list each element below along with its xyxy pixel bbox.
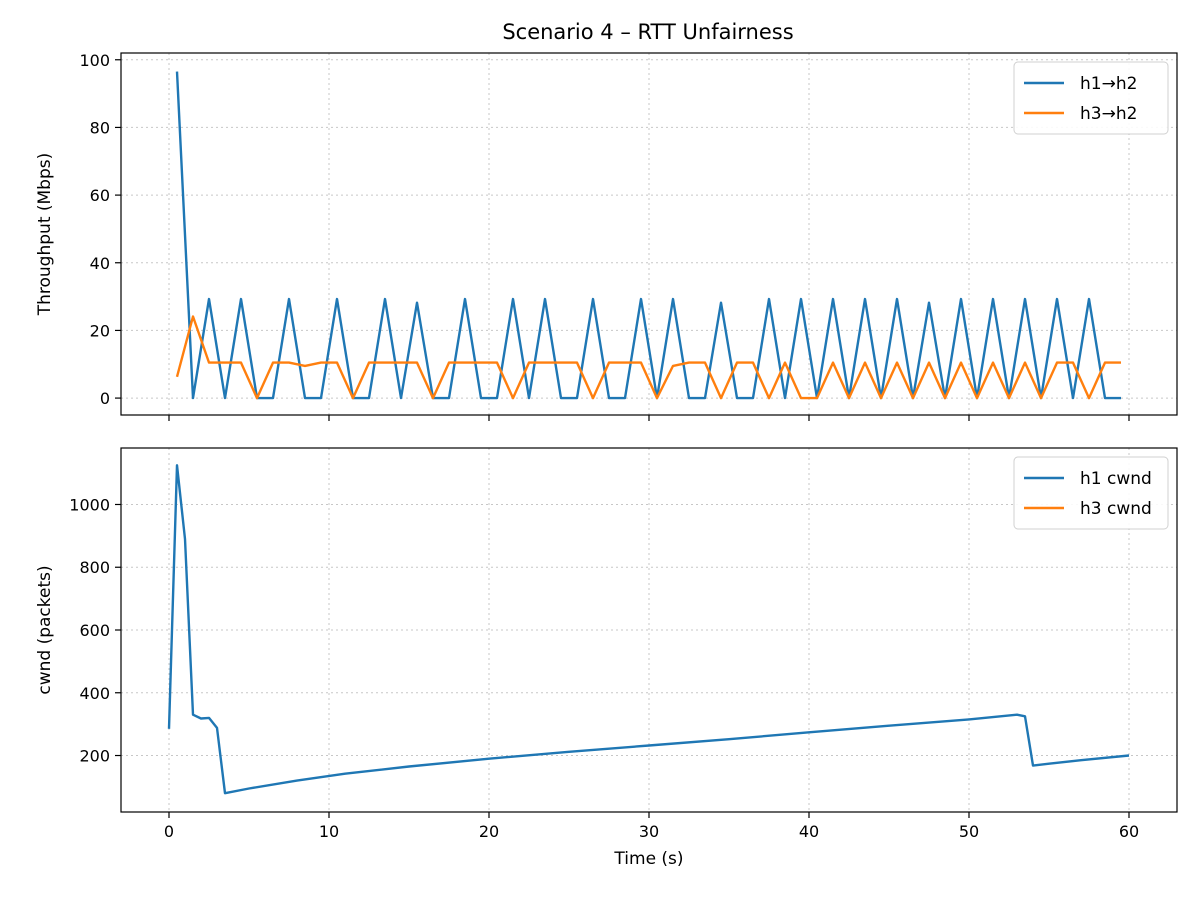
legend-label-1: h3→h2 (1080, 104, 1137, 124)
legend-box (1013, 61, 1169, 135)
y-axis-label: Throughput (Mbps) (35, 153, 55, 317)
y-tick-label-3: 60 (90, 186, 110, 205)
y-tick-label-4: 80 (90, 118, 110, 137)
x-tick-label-1: 10 (319, 822, 339, 841)
y-tick-label-0: 200 (79, 747, 110, 766)
y-tick-label-5: 100 (79, 51, 110, 70)
legend-label-1: h3 cwnd (1080, 499, 1152, 519)
y-tick-label-0: 0 (100, 389, 110, 408)
x-tick-label-0: 0 (164, 822, 174, 841)
series-line-0-1 (175, 315, 1121, 400)
x-tick-label-4: 40 (799, 822, 819, 841)
x-axis-label: Time (s) (613, 849, 683, 869)
x-tick-label-3: 30 (639, 822, 659, 841)
y-axis-label: cwnd (packets) (35, 565, 55, 694)
y-tick-label-2: 600 (79, 621, 110, 640)
legend-label-0: h1 cwnd (1080, 469, 1152, 489)
cwnd-panel: 0 10 20 30 40 50 60 200 400 600 800 1000 cwnd (packe… (35, 447, 1178, 869)
legend-label-0: h1→h2 (1080, 74, 1137, 94)
x-tick-label-5: 50 (959, 822, 979, 841)
throughput-panel: 0 20 40 60 80 100 Throughput (Mbps) h1→h2 h3→h2 (35, 51, 1178, 421)
x-tick-label-2: 20 (479, 822, 499, 841)
y-tick-label-1: 400 (79, 684, 110, 703)
y-tick-label-3: 800 (79, 558, 110, 577)
legend: h1 cwnd h3 cwnd (1013, 456, 1169, 530)
legend-box (1013, 456, 1169, 530)
chart-title: Scenario 4 – RTT Unfairness (502, 20, 793, 44)
x-tick-label-6: 60 (1119, 822, 1139, 841)
legend: h1→h2 h3→h2 (1013, 61, 1169, 135)
y-tick-label-4: 1000 (69, 495, 110, 514)
series-line-1-0 (167, 464, 1130, 795)
y-tick-label-1: 20 (90, 321, 110, 340)
y-tick-label-2: 40 (90, 254, 110, 273)
series-line-0-0 (175, 71, 1121, 400)
